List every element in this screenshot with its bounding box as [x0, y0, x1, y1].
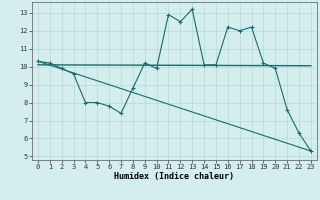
X-axis label: Humidex (Indice chaleur): Humidex (Indice chaleur): [115, 172, 234, 181]
